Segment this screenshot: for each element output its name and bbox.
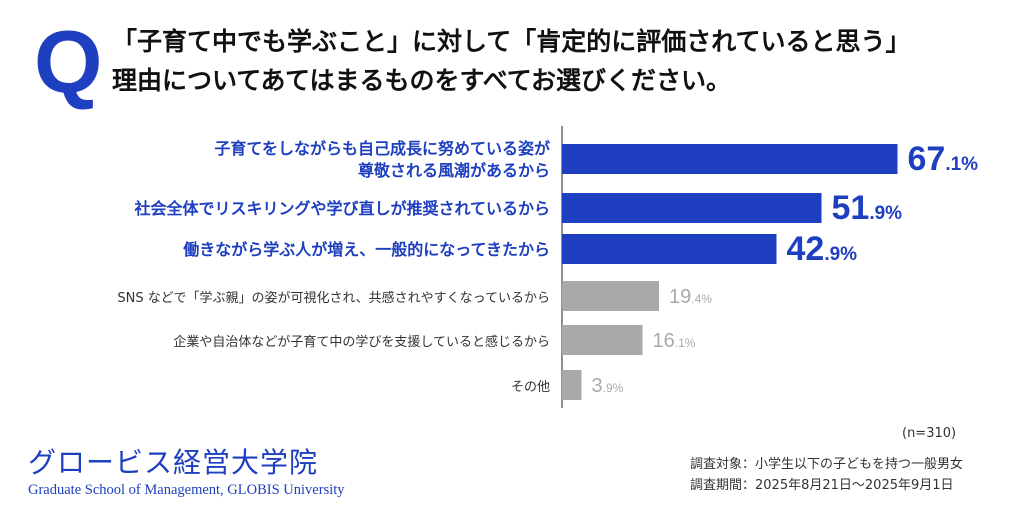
- category-label-2: 社会全体でリスキリングや学び直しが推奨されているから: [133, 199, 550, 218]
- question-line-2: 理由についてあてはまるものをすべてお選びください。: [112, 66, 732, 95]
- category-label-1-line-2: 尊敬される風潮があるから: [358, 161, 550, 180]
- value-label-1: 67.1%: [908, 140, 979, 178]
- logo-japanese: グロービス経営大学院: [28, 446, 319, 479]
- category-label-4: SNS などで「学ぶ親」の姿が可視化され、共感されやすくなっているから: [117, 290, 550, 306]
- value-label-4: 19.4%: [669, 286, 712, 308]
- value-label-3: 42.9%: [787, 230, 858, 268]
- category-label-5: 企業や自治体などが子育て中の学びを支援していると感じるから: [173, 334, 550, 350]
- value-label-6: 3.9%: [592, 375, 624, 397]
- bar-chart: 子育てをしながらも自己成長に努めている姿が尊敬される風潮があるから 67.1% 社会…: [117, 126, 979, 408]
- value-label-2: 51.9%: [832, 189, 903, 227]
- q-mark: Q: [34, 12, 103, 111]
- category-label-3-line-1: 働きながら学ぶ人が増え、一般的になってきたから: [182, 240, 550, 259]
- category-label-6-line-1: その他: [511, 380, 550, 395]
- survey-target: 調査対象：小学生以下の子どもを持つ一般男女: [690, 457, 964, 472]
- category-label-1: 子育てをしながらも自己成長に努めている姿が尊敬される風潮があるから: [214, 139, 550, 180]
- bar-1: [562, 144, 898, 174]
- question-line-1: 「子育て中でも学ぶこと」に対して「肯定的に評価されていると思う」: [112, 27, 911, 56]
- value-label-5: 16.1%: [653, 330, 696, 352]
- sample-size: (n=310): [902, 426, 957, 441]
- bar-2: [562, 193, 822, 223]
- category-label-3: 働きながら学ぶ人が増え、一般的になってきたから: [182, 240, 550, 259]
- category-label-2-line-1: 社会全体でリスキリングや学び直しが推奨されているから: [133, 199, 550, 218]
- category-label-1-line-1: 子育てをしながらも自己成長に努めている姿が: [214, 139, 550, 158]
- category-label-5-line-1: 企業や自治体などが子育て中の学びを支援していると感じるから: [173, 334, 550, 350]
- bar-6: [562, 370, 582, 400]
- question-text: 「子育て中でも学ぶこと」に対して「肯定的に評価されていると思う」 理由についてあ…: [112, 22, 1012, 100]
- survey-period: 調査期間：2025年8月21日〜2025年9月1日: [690, 478, 954, 493]
- logo-english: Graduate School of Management, GLOBIS Un…: [28, 481, 345, 498]
- bar-3: [562, 234, 777, 264]
- bar-4: [562, 281, 659, 311]
- bar-5: [562, 325, 643, 355]
- survey-info: 調査対象：小学生以下の子どもを持つ一般男女 調査期間：2025年8月21日〜20…: [690, 454, 963, 496]
- globis-logo: グロービス経営大学院 Graduate School of Management…: [28, 446, 345, 499]
- category-label-4-line-1: SNS などで「学ぶ親」の姿が可視化され、共感されやすくなっているから: [117, 290, 550, 306]
- category-label-6: その他: [511, 380, 550, 395]
